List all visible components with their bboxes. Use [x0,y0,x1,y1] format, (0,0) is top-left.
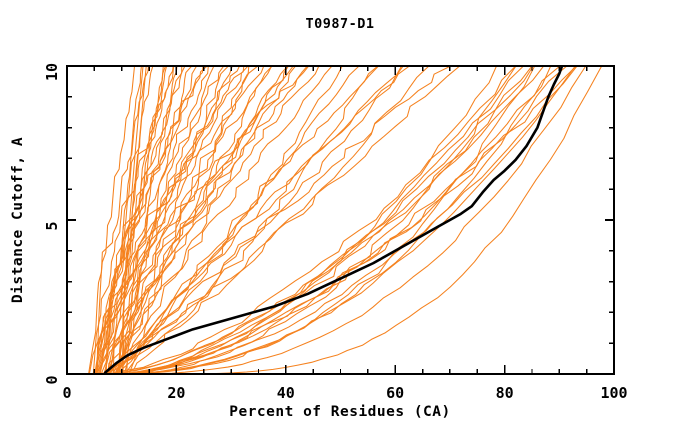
x-tick-label: 0 [62,384,71,402]
reference-curve [103,66,564,374]
axis-tick-labels: 0 20 40 60 80 100 0 5 10 [43,63,628,402]
prediction-curve [98,66,209,374]
prediction-curve [121,66,380,374]
prediction-curve [115,66,294,374]
prediction-curve [107,66,333,374]
reference-curve-layer [103,66,564,374]
prediction-curve [94,66,204,374]
prediction-curve [96,66,265,374]
prediction-curve [108,66,229,374]
prediction-curve [102,66,461,374]
prediction-curve [95,66,273,374]
x-tick-label: 100 [600,384,627,402]
prediction-curve [103,66,517,374]
axis-ticks [66,65,615,375]
prediction-curve [105,66,343,374]
prediction-curve [171,66,603,374]
prediction-curve [123,66,524,374]
prediction-curves-layer [88,66,603,374]
prediction-curve [106,66,545,374]
prediction-curve [117,66,289,374]
y-tick-label: 10 [43,63,61,81]
x-tick-label: 40 [277,384,295,402]
prediction-curve [120,66,534,374]
prediction-curve [106,66,215,374]
prediction-curve [124,66,273,374]
prediction-curve [121,66,240,374]
x-tick-label: 20 [167,384,185,402]
x-tick-label: 80 [496,384,514,402]
y-tick-label: 0 [43,375,61,384]
prediction-curve [106,66,578,374]
prediction-curve [99,66,225,374]
prediction-curve [128,66,297,374]
prediction-curve [123,66,577,374]
y-axis-label: Distance Cutoff, A [10,137,26,303]
prediction-curve [114,66,576,374]
prediction-curve [96,66,149,374]
prediction-curve [99,66,320,374]
x-axis-label: Percent of Residues (CA) [229,404,451,420]
prediction-curve [118,66,147,374]
y-tick-label: 5 [43,221,61,230]
prediction-curve [94,66,186,374]
prediction-curve [88,66,136,374]
prediction-curve [96,66,310,374]
page-title: T0987-D1 [305,16,374,32]
x-tick-label: 60 [386,384,404,402]
prediction-curve [114,66,233,374]
prediction-curve [132,66,587,374]
prediction-curve [103,66,404,374]
prediction-curve [119,66,568,374]
prediction-curve [115,66,452,374]
prediction-curve [126,66,561,374]
prediction-curve [114,66,410,374]
prediction-curve [88,66,249,374]
prediction-curve [112,66,308,374]
